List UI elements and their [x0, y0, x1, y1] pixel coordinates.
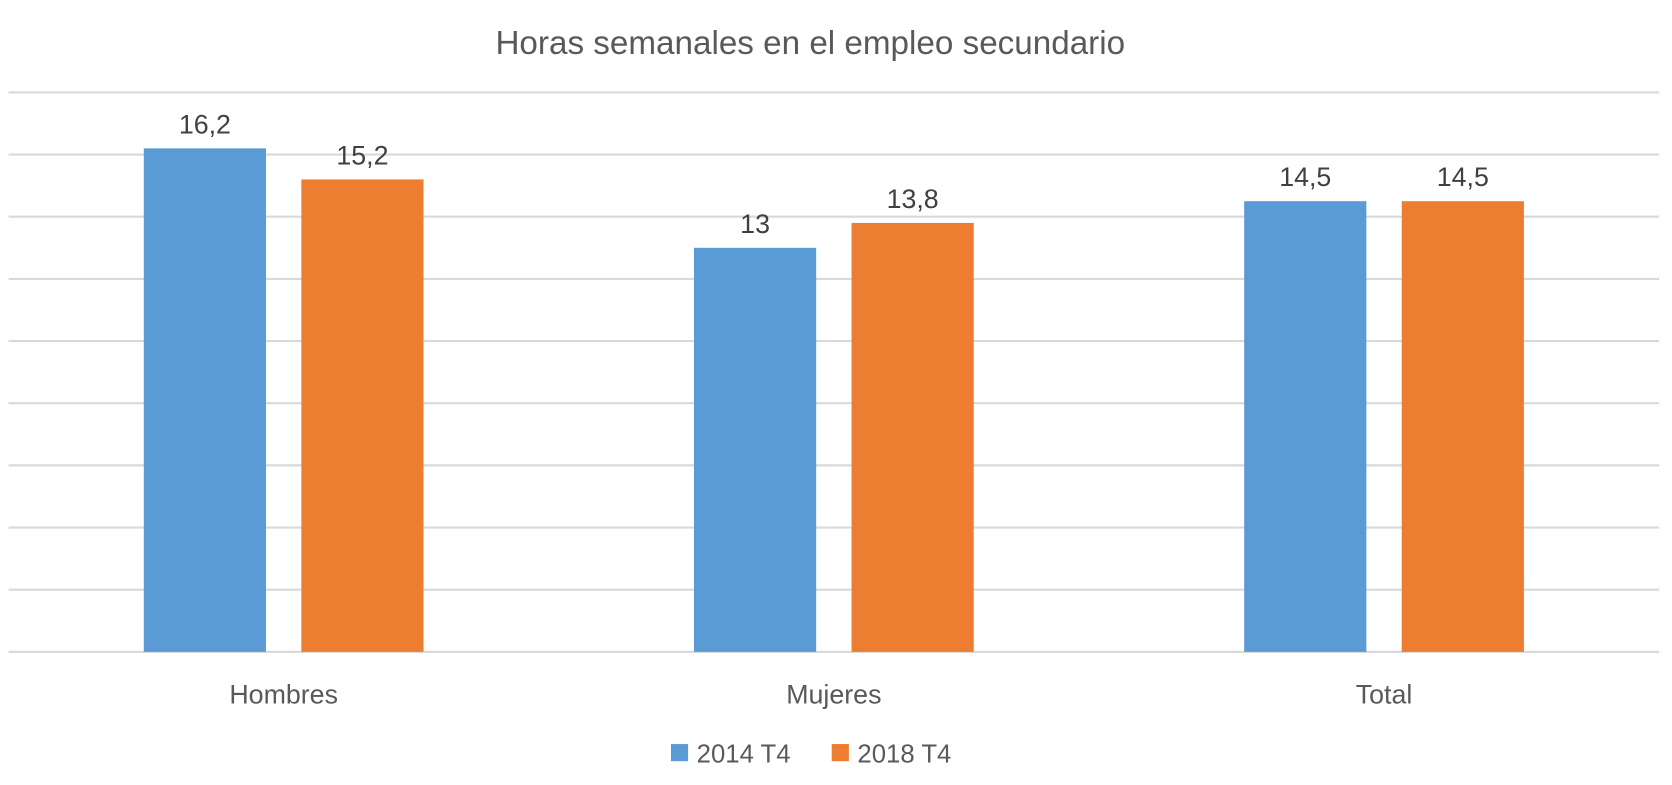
legend: 2014 T4 2018 T4	[670, 740, 951, 768]
legend-label: 2018 T4	[857, 740, 951, 768]
bar-total-2018-t4	[1401, 201, 1524, 652]
gridlines	[8, 91, 1660, 653]
data-label: 15,2	[336, 140, 388, 170]
legend-item: 2014 T4	[670, 740, 791, 768]
data-label: 13	[740, 209, 770, 239]
legend-swatch	[670, 744, 689, 762]
bar-hombres-2018-t4	[301, 179, 424, 652]
data-label: 14,5	[1279, 162, 1331, 192]
data-label: 13,8	[887, 184, 939, 214]
data-label: 16,2	[179, 109, 231, 139]
legend-swatch	[831, 744, 849, 762]
bar-mujeres-2014-t4	[693, 247, 817, 652]
bar-hombres-2014-t4	[143, 148, 266, 652]
category-label: Mujeres	[786, 679, 881, 709]
legend-label: 2014 T4	[697, 740, 791, 768]
chart-title: Horas semanales en el empleo secundario	[495, 25, 1125, 62]
category-labels: Hombres Mujeres Total	[229, 679, 1412, 709]
bar-mujeres-2018-t4	[851, 222, 974, 652]
category-label: Hombres	[229, 679, 338, 709]
bars: 16,2 15,2 13 13,8 14,5 14,5	[143, 109, 1524, 652]
legend-item: 2018 T4	[831, 740, 951, 768]
bar-total-2014-t4	[1244, 201, 1367, 652]
data-label: 14,5	[1437, 162, 1489, 192]
category-label: Total	[1356, 679, 1413, 709]
